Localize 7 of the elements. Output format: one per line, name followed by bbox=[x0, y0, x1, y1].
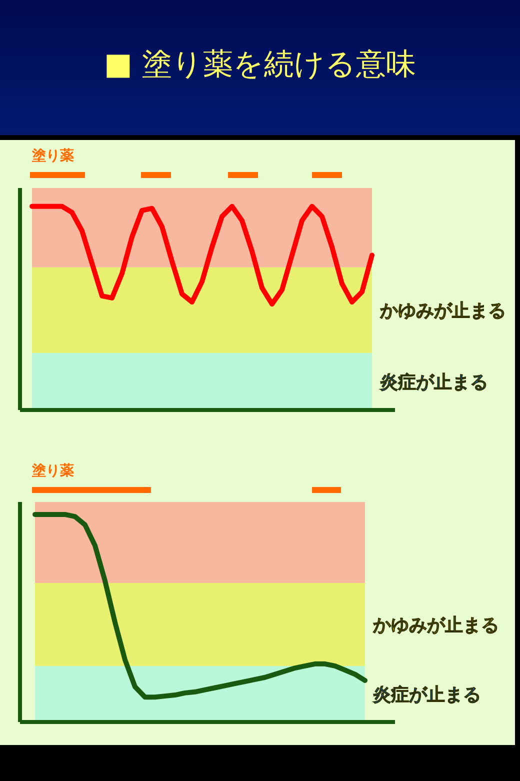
band-label: 炎症が止まる bbox=[372, 684, 481, 706]
text: 塗り薬 bbox=[32, 462, 74, 480]
band-label: かゆみが止まる bbox=[379, 300, 506, 322]
band-label: かゆみが止まる bbox=[372, 614, 499, 636]
chart-title: ■ 塗り薬を続ける意味 bbox=[103, 46, 417, 84]
text: 塗り薬 bbox=[32, 147, 74, 165]
band-label: 炎症が止まる bbox=[379, 372, 488, 393]
